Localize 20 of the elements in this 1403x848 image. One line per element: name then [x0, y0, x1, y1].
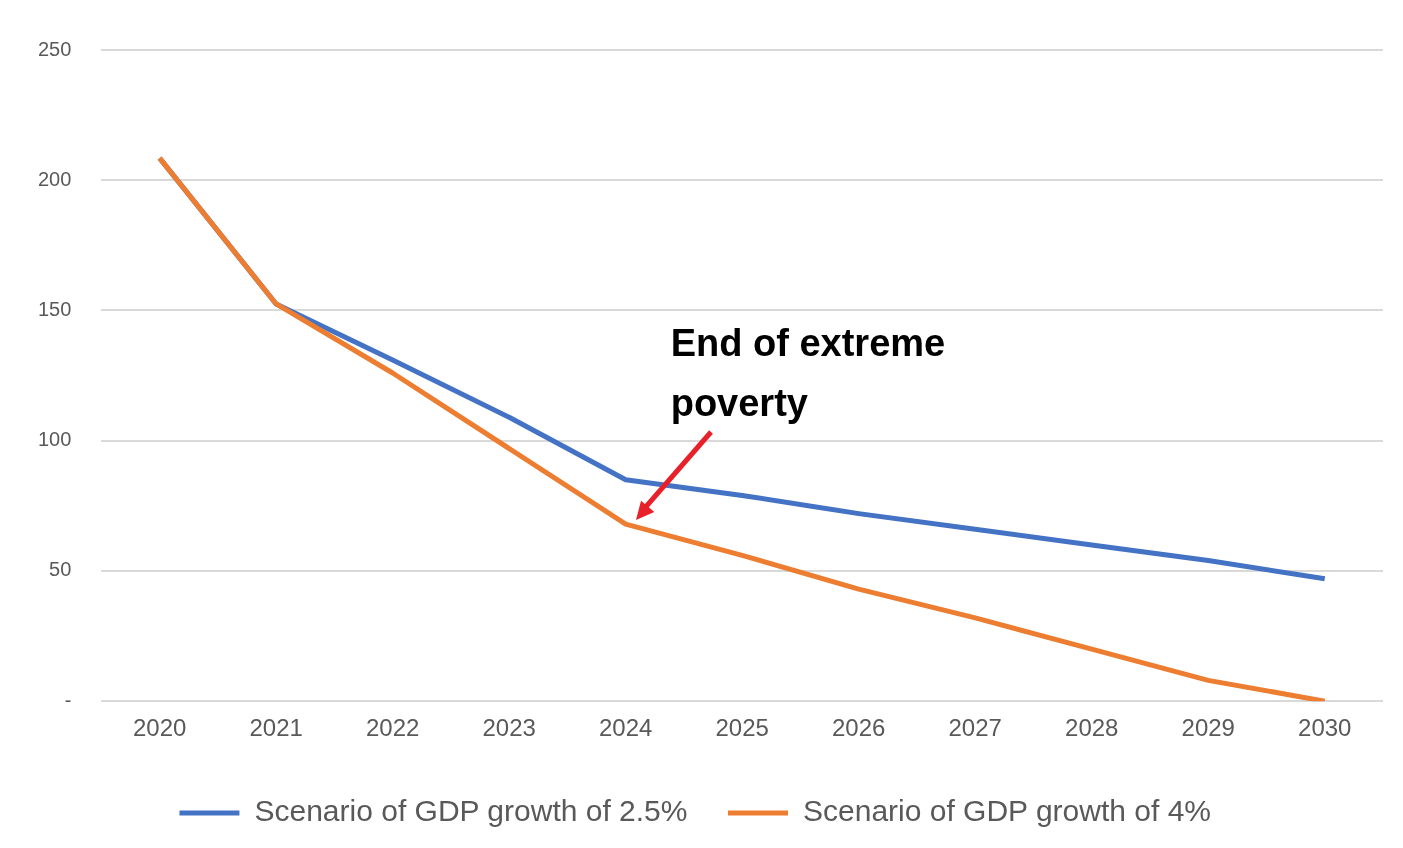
x-tick-label: 2022 — [365, 714, 420, 742]
legend-label: Scenario of GDP growth of 2.5% — [254, 794, 688, 828]
x-tick-label: 2023 — [482, 714, 536, 742]
x-tick-label: 2025 — [715, 714, 769, 742]
legend-label: Scenario of GDP growth of 4% — [803, 794, 1212, 828]
x-tick-label: 2021 — [249, 714, 303, 742]
y-tick-label: 50 — [49, 558, 72, 581]
x-tick-label: 2026 — [832, 714, 886, 742]
x-tick-label: 2027 — [948, 714, 1002, 742]
x-tick-label: 2024 — [598, 714, 653, 742]
y-tick-label: - — [64, 688, 72, 711]
y-tick-label: 150 — [37, 298, 72, 320]
x-tick-label: 2029 — [1181, 714, 1235, 742]
annotation: End of extreme poverty — [670, 322, 946, 425]
x-tick-label: 2030 — [1298, 714, 1352, 742]
y-tick-label: 100 — [37, 428, 72, 451]
x-tick-label: 2020 — [132, 714, 187, 742]
y-tick-label: 200 — [37, 167, 72, 190]
y-tick-label: 250 — [37, 37, 72, 60]
x-tick-label: 2028 — [1065, 714, 1119, 742]
